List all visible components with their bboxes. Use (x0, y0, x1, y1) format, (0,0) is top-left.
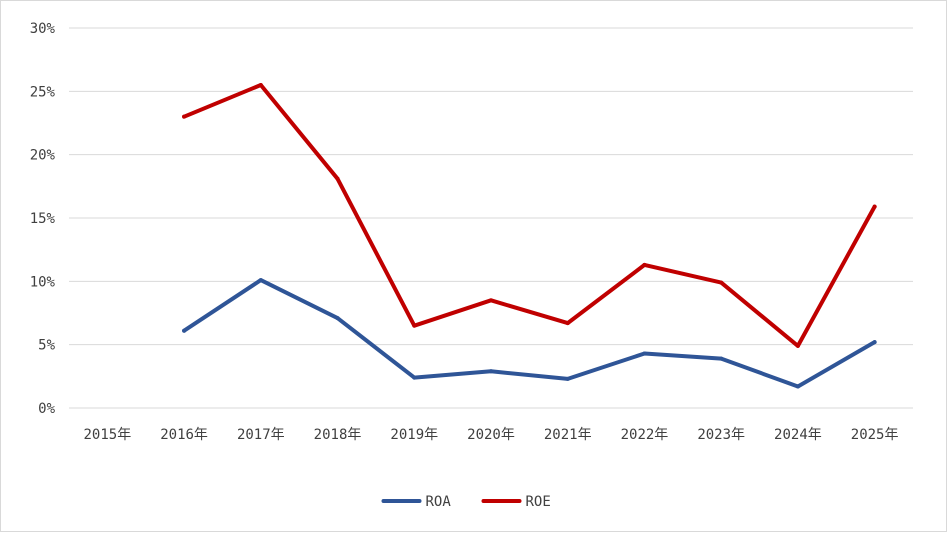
x-tick-label: 2018年 (314, 427, 362, 443)
y-tick-label: 0% (38, 401, 55, 417)
data-point-roa (489, 369, 493, 374)
y-tick-label: 15% (30, 211, 56, 227)
y-tick-label: 30% (30, 21, 56, 37)
data-point-roa (335, 316, 340, 321)
x-tick-label: 2021年 (544, 427, 592, 443)
legend-label-roe: ROE (526, 494, 551, 510)
data-point-roe (795, 343, 800, 348)
data-point-roe (412, 323, 417, 328)
series-line-roa (182, 278, 877, 389)
x-tick-label: 2025年 (851, 427, 899, 443)
data-point-roa (872, 340, 877, 345)
data-point-roa (565, 376, 570, 381)
series-lines (182, 83, 877, 389)
x-tick-label: 2015年 (84, 427, 132, 443)
data-point-roe (335, 176, 340, 181)
data-point-roe (719, 280, 724, 285)
legend: ROA ROE (381, 494, 551, 510)
data-point-roe (489, 298, 493, 303)
data-point-roa (182, 328, 187, 333)
data-point-roa (795, 384, 800, 389)
y-tick-label: 25% (30, 84, 56, 100)
data-point-roa (412, 375, 417, 380)
data-point-roe (872, 204, 877, 209)
data-point-roe (258, 83, 263, 87)
series-line-roe (182, 83, 877, 348)
data-point-roe (642, 262, 647, 267)
x-tick-label: 2024年 (774, 427, 822, 443)
x-tick-label: 2023年 (697, 427, 745, 443)
y-tick-label: 20% (30, 148, 56, 164)
y-tick-label: 5% (38, 338, 55, 354)
gridlines (69, 27, 913, 409)
x-axis-tick-labels: 2015年 2016年 2017年 2018年 2019年 2020年 2021年 2022年… (84, 427, 899, 443)
data-point-roa (642, 351, 647, 356)
legend-label-roa: ROA (426, 494, 452, 510)
data-point-roa (719, 356, 724, 361)
data-point-roe (565, 321, 570, 326)
x-tick-label: 2020年 (467, 427, 515, 443)
data-point-roe (182, 114, 187, 119)
y-axis-tick-labels: 0% 5% 10% 15% 20% 25% 30% (30, 21, 56, 417)
x-tick-label: 2016年 (160, 427, 208, 443)
y-tick-label: 10% (30, 274, 56, 290)
data-point-roa (258, 278, 263, 283)
x-tick-label: 2017年 (237, 427, 285, 443)
x-tick-label: 2019年 (390, 427, 438, 443)
x-tick-label: 2022年 (621, 427, 669, 443)
